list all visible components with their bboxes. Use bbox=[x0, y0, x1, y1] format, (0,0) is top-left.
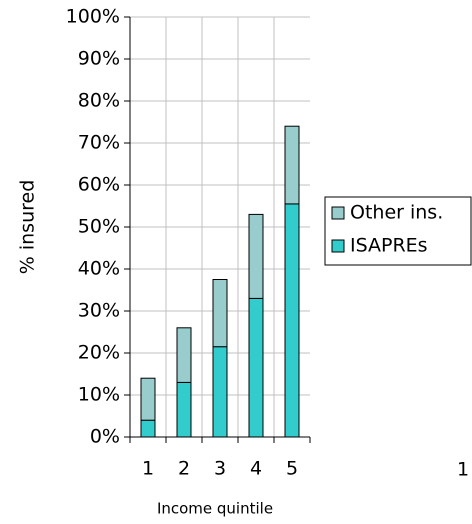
bar-segment bbox=[140, 419, 156, 438]
y-tick-label: 20% bbox=[78, 342, 120, 364]
y-tick-label: 70% bbox=[78, 132, 120, 154]
y-tick-label: 0% bbox=[90, 426, 120, 448]
bar-segment bbox=[212, 279, 228, 348]
y-tick-label: 30% bbox=[78, 300, 120, 322]
stray-text: 1 bbox=[457, 459, 469, 481]
bar-segment bbox=[176, 381, 192, 438]
y-tick-label: 90% bbox=[78, 48, 120, 70]
legend-box bbox=[324, 196, 472, 266]
y-tick-label: 40% bbox=[78, 258, 120, 280]
bar-segment bbox=[248, 297, 264, 438]
bar-segment bbox=[284, 125, 300, 205]
bar-segment bbox=[248, 213, 264, 299]
y-tick-label: 60% bbox=[78, 174, 120, 196]
y-tick-label: 80% bbox=[78, 90, 120, 112]
x-tick-label: 2 bbox=[178, 458, 190, 480]
legend-swatch bbox=[331, 206, 345, 220]
bar-segment bbox=[176, 327, 192, 383]
y-tick-label: 10% bbox=[78, 384, 120, 406]
bar-segment bbox=[140, 377, 156, 421]
legend-label: ISAPREs bbox=[350, 235, 428, 257]
x-tick-label: 1 bbox=[142, 458, 154, 480]
x-axis-label: Income quintile bbox=[157, 500, 273, 518]
legend-swatch bbox=[331, 239, 345, 253]
bar-segment bbox=[284, 203, 300, 438]
bar-segment bbox=[212, 346, 228, 438]
legend-label: Other ins. bbox=[350, 202, 443, 224]
y-tick-label: 100% bbox=[66, 6, 120, 28]
x-tick-label: 4 bbox=[250, 458, 262, 480]
y-axis-label: % insured bbox=[17, 180, 39, 275]
x-tick-label: 3 bbox=[214, 458, 226, 480]
y-tick-label: 50% bbox=[78, 216, 120, 238]
x-tick-label: 5 bbox=[286, 458, 298, 480]
